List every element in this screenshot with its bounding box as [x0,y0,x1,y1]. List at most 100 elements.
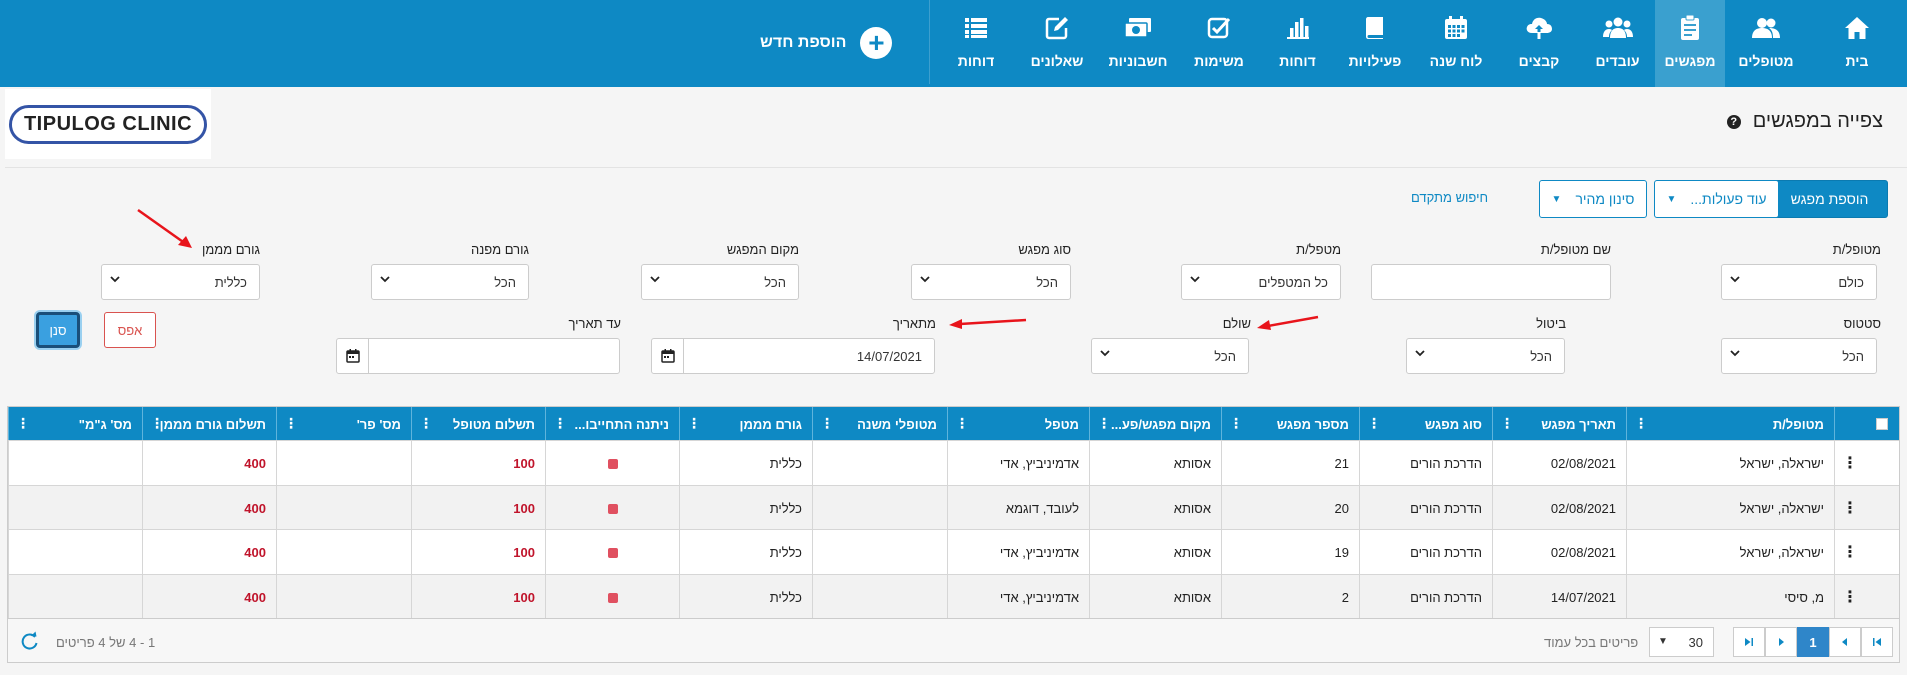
reset-button[interactable]: אפס [104,312,156,348]
meeting-place-value: הכל [764,274,786,290]
select-all-checkbox[interactable] [1876,418,1888,430]
cell-text: 400 [244,545,266,560]
first-page-button[interactable] [1861,627,1893,657]
row-menu-icon[interactable]: ⋮ [1842,499,1858,517]
table-cell [812,485,947,530]
column-menu-icon[interactable]: ⋮ [419,415,433,431]
status-value: הכל [1842,348,1864,364]
calendar-icon[interactable] [652,339,684,373]
cell-text: אדמיניביץ, אדי [999,545,1079,560]
column-header[interactable]: מס' פר' ⋮ [276,407,411,440]
row-menu-icon[interactable]: ⋮ [1842,588,1858,606]
nav-item-meetings[interactable]: מפגשים [1655,0,1725,87]
table-cell: ישראלה, ישראל [1626,441,1834,485]
column-menu-icon[interactable]: ⋮ [284,415,298,431]
column-menu-icon[interactable]: ⋮ [1500,415,1514,431]
row-menu-icon[interactable]: ⋮ [1842,455,1858,472]
column-header[interactable]: מס' ג"מ" ⋮ [8,407,142,440]
table-cell [1865,441,1899,485]
column-header[interactable]: מקום מפגש/פע... ⋮ [1089,407,1221,440]
column-header[interactable]: ניתנה התחייבו... ⋮ [545,407,679,440]
nav-item-files[interactable]: קבצים [1498,0,1580,87]
nav-item-reports-list[interactable]: דוחות [940,0,1012,87]
table-row[interactable]: ⋮ ישראלה, ישראל 02/08/2021 הדרכת הורים 19 אסו… [8,529,1899,574]
cell-text: 2 [1341,589,1349,605]
meeting-type-select[interactable]: הכל [911,264,1071,300]
patient-name-input[interactable] [1371,264,1611,300]
nav-label: פעילויות [1348,53,1402,69]
filter-button[interactable]: סנן [36,312,80,348]
prev-page-button[interactable] [1829,627,1861,657]
from-date-input[interactable]: 14/07/2021 [651,338,935,374]
nav-item-calendar[interactable]: לוח שנה [1414,0,1498,87]
status-select[interactable]: הכל [1721,338,1877,374]
row-menu-icon[interactable]: ⋮ [1842,544,1858,561]
column-header[interactable]: תאריך מפגש ⋮ [1492,407,1626,440]
referrer-select[interactable]: הכל [371,264,529,300]
table-row[interactable]: ⋮ ישראלה, ישראל 02/08/2021 הדרכת הורים 20 אסו… [8,484,1899,530]
column-menu-icon[interactable]: ⋮ [16,415,30,431]
nav-item-workers[interactable]: עובדים [1580,0,1655,87]
next-page-button[interactable] [1765,627,1797,657]
nav-item-tasks[interactable]: משימות [1179,0,1259,87]
meeting-type-label: סוג מפגש [1018,242,1071,257]
column-menu-icon[interactable]: ⋮ [955,415,969,431]
last-page-button[interactable] [1733,627,1765,657]
calendar-icon[interactable] [337,339,369,373]
column-header[interactable]: תשלום גורם מממן ⋮ [142,407,276,440]
funder-select[interactable]: כללית [101,264,260,300]
nav-item-questionnaires[interactable]: שאלונים [1017,0,1097,87]
chevron-down-icon [1730,350,1740,357]
patient-select[interactable]: כולם [1721,264,1877,300]
column-menu-icon[interactable]: ⋮ [820,415,834,431]
table-cell: אדמיניביץ, אדי [947,441,1089,485]
advanced-search-link[interactable]: חיפוש מתקדם [1411,190,1489,205]
column-header[interactable]: מטפל ⋮ [947,407,1089,440]
therapist-select[interactable]: כל המטפלים [1181,264,1341,300]
column-header[interactable]: מטופלי משנה ⋮ [812,407,947,440]
add-new-button[interactable]: + הוספת חדש [760,26,893,60]
column-menu-icon[interactable]: ⋮ [1229,415,1243,431]
nav-item-reports[interactable]: דוחות [1259,0,1336,87]
cancel-select[interactable]: הכל [1406,338,1565,374]
per-page-select[interactable]: 30 ▼ [1649,627,1714,657]
current-page-button[interactable]: 1 [1797,627,1829,657]
column-menu-icon[interactable]: ⋮ [1097,415,1111,431]
cell-text: 100 [513,545,535,560]
column-menu-icon[interactable]: ⋮ [553,415,567,431]
more-actions-button[interactable]: עוד פעולות... ▼ [1654,180,1779,218]
table-cell: אסותא [1089,530,1221,574]
nav-item-invoices[interactable]: חשבוניות [1097,0,1179,87]
table-cell: הדרכת הורים [1359,485,1492,530]
nav-item-home[interactable]: בית [1807,0,1907,87]
column-header[interactable]: גורם מממן ⋮ [679,407,812,440]
to-date-input[interactable] [336,338,620,374]
column-header[interactable]: סוג מפגש ⋮ [1359,407,1492,440]
first-page-icon [1873,638,1881,646]
commitment-indicator [607,548,618,558]
column-menu-icon[interactable]: ⋮ [150,415,164,431]
table-row[interactable]: ⋮ ישראלה, ישראל 02/08/2021 הדרכת הורים 21 אסו… [8,440,1899,485]
table-cell: 100 [411,485,545,530]
table-cell: כללית [679,530,812,574]
help-icon[interactable]: ? [1726,114,1741,129]
column-header[interactable]: מספר מפגש ⋮ [1221,407,1359,440]
table-cell [276,485,411,530]
users-icon [1580,14,1655,42]
nav-item-patients[interactable]: מטופלים [1725,0,1807,87]
nav-item-activities[interactable]: פעילויות [1336,0,1414,87]
add-meeting-button[interactable]: הוספת מפגש [1771,180,1888,218]
quick-filter-button[interactable]: סינון מהיר ▼ [1539,180,1647,218]
table-row[interactable]: ⋮ מ, סיסי 14/07/2021 הדרכת הורים 2 אסותא אדמינ… [8,573,1899,619]
paid-select[interactable]: הכל [1091,338,1249,374]
column-menu-icon[interactable]: ⋮ [1634,415,1648,431]
column-menu-icon[interactable]: ⋮ [1367,415,1381,431]
table-cell: ⋮ [1834,530,1865,574]
page-title-text: צפייה במפגשים [1752,110,1883,132]
column-menu-icon[interactable]: ⋮ [687,415,701,431]
column-header[interactable]: תשלום מטופל ⋮ [411,407,545,440]
column-header[interactable]: מטופל/ת ⋮ [1626,407,1834,440]
table-cell: 100 [411,574,545,619]
refresh-icon[interactable] [20,631,40,651]
meeting-place-select[interactable]: הכל [641,264,799,300]
